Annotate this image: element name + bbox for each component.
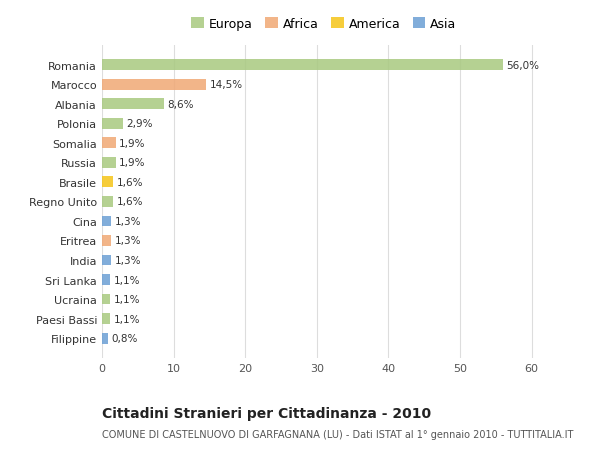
Text: 2,9%: 2,9% — [127, 119, 153, 129]
Text: 1,6%: 1,6% — [117, 197, 143, 207]
Bar — [102, 138, 116, 149]
Text: 1,9%: 1,9% — [119, 139, 146, 148]
Bar — [102, 313, 110, 325]
Text: 1,6%: 1,6% — [117, 178, 143, 187]
Text: 14,5%: 14,5% — [209, 80, 242, 90]
Bar — [102, 294, 110, 305]
Text: 0,8%: 0,8% — [112, 334, 137, 343]
Bar — [102, 333, 108, 344]
Text: 1,1%: 1,1% — [113, 275, 140, 285]
Text: 1,1%: 1,1% — [113, 314, 140, 324]
Bar — [102, 79, 206, 90]
Bar — [102, 157, 116, 168]
Text: 1,3%: 1,3% — [115, 236, 142, 246]
Text: 8,6%: 8,6% — [167, 100, 194, 109]
Bar — [102, 60, 503, 71]
Bar — [102, 216, 112, 227]
Bar — [102, 255, 112, 266]
Text: 1,9%: 1,9% — [119, 158, 146, 168]
Bar — [102, 235, 112, 246]
Bar — [102, 118, 123, 129]
Bar — [102, 99, 164, 110]
Text: 1,3%: 1,3% — [115, 217, 142, 226]
Legend: Europa, Africa, America, Asia: Europa, Africa, America, Asia — [191, 18, 457, 31]
Text: COMUNE DI CASTELNUOVO DI GARFAGNANA (LU) - Dati ISTAT al 1° gennaio 2010 - TUTTI: COMUNE DI CASTELNUOVO DI GARFAGNANA (LU)… — [102, 429, 574, 439]
Bar — [102, 274, 110, 285]
Text: 1,1%: 1,1% — [113, 295, 140, 304]
Text: Cittadini Stranieri per Cittadinanza - 2010: Cittadini Stranieri per Cittadinanza - 2… — [102, 406, 431, 420]
Text: 56,0%: 56,0% — [506, 61, 539, 70]
Bar — [102, 196, 113, 207]
Bar — [102, 177, 113, 188]
Text: 1,3%: 1,3% — [115, 256, 142, 265]
